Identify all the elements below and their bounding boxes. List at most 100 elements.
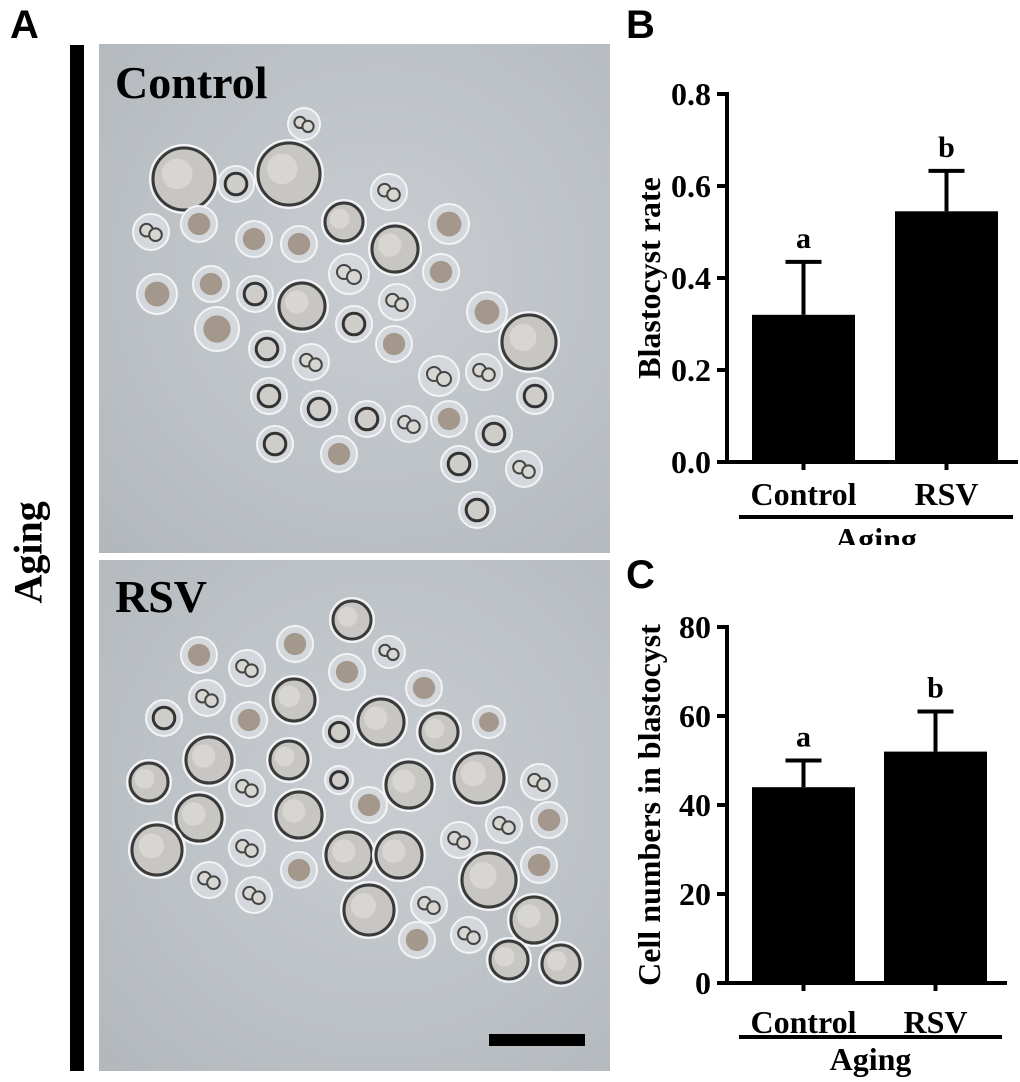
embryo xyxy=(507,893,561,947)
morula xyxy=(144,281,170,307)
embryo xyxy=(292,343,330,381)
oocyte xyxy=(151,705,177,731)
y-tick-label: 0.2 xyxy=(671,352,711,388)
embryo xyxy=(254,139,324,209)
blastocyst-cavity xyxy=(161,158,193,190)
embryo xyxy=(280,851,318,889)
embryo xyxy=(126,759,172,805)
cleavage-cell xyxy=(406,419,421,435)
embryo xyxy=(354,695,408,749)
rsv-micrograph-label: RSV xyxy=(115,571,208,622)
embryo xyxy=(350,786,388,824)
y-axis-label: Blastocyst rate xyxy=(631,177,667,379)
cleavage-cell xyxy=(536,777,551,792)
y-tick-label: 0.8 xyxy=(671,76,711,112)
morula xyxy=(335,660,359,684)
embryo xyxy=(248,330,286,368)
embryo xyxy=(410,886,448,924)
oocyte xyxy=(254,336,280,362)
embryo xyxy=(180,205,218,243)
embryo xyxy=(145,699,183,737)
oocyte xyxy=(522,383,548,409)
oocyte xyxy=(223,171,249,197)
y-tick-label: 60 xyxy=(679,698,711,734)
cleavage-cell xyxy=(426,900,441,916)
y-tick-label: 0 xyxy=(695,965,711,1001)
blastocyst-cavity xyxy=(382,839,406,863)
panel-letter-c: C xyxy=(626,553,655,597)
blastocyst-cavity xyxy=(138,833,164,859)
scale-bar xyxy=(489,1034,585,1046)
embryo xyxy=(182,733,236,787)
cleavage-cell xyxy=(244,783,259,798)
control-embryo-field xyxy=(132,107,560,529)
cell-numbers-chart: 0 20 40 60 80 Cell numbers in blastocyst a Cont… xyxy=(631,609,1007,1077)
morula xyxy=(327,442,351,466)
embryo xyxy=(235,220,273,258)
blastocyst-cavity xyxy=(424,718,445,739)
morula xyxy=(287,858,311,882)
embryo xyxy=(329,597,375,643)
embryo xyxy=(485,806,523,844)
morula xyxy=(527,853,551,877)
embryo xyxy=(440,445,478,483)
embryo xyxy=(466,291,508,333)
embryo xyxy=(458,849,520,911)
rsv-micrograph: RSV xyxy=(99,560,610,1071)
panel-letter-a: A xyxy=(10,3,39,47)
embryo xyxy=(322,715,356,749)
cleavage-cell xyxy=(436,371,452,387)
morula xyxy=(537,808,561,832)
embryo xyxy=(372,828,426,882)
embryo xyxy=(422,253,460,291)
cleavage-cell xyxy=(244,663,259,678)
cleavage-cell xyxy=(244,843,259,859)
y-tick-label: 20 xyxy=(679,876,711,912)
cleavage-cell xyxy=(481,367,496,383)
embryo xyxy=(228,769,266,807)
oocyte xyxy=(262,431,288,457)
embryo xyxy=(428,203,470,245)
embryo xyxy=(256,425,294,463)
cleavage-cell xyxy=(466,930,481,946)
bar-control xyxy=(752,787,855,983)
embryo xyxy=(405,669,443,707)
embryo xyxy=(235,876,273,914)
embryo xyxy=(486,937,532,983)
embryo xyxy=(272,788,326,842)
blastocyst-rate-chart: 0.0 0.2 0.4 0.6 0.8 Blastocyst rate a Control b R… xyxy=(631,76,1018,545)
blastocyst-cavity xyxy=(329,208,350,229)
blastocyst-cavity xyxy=(182,802,206,826)
blastocyst-cavity xyxy=(337,606,358,627)
embryo xyxy=(230,701,268,739)
y-tick-label: 0.0 xyxy=(671,444,711,480)
embryo xyxy=(378,283,416,321)
morula xyxy=(283,632,307,656)
embryo xyxy=(149,144,219,214)
oocyte xyxy=(329,770,349,790)
morula xyxy=(436,211,462,237)
cleavage-cell xyxy=(206,875,221,891)
cleavage-cell xyxy=(386,647,400,662)
embryo xyxy=(530,801,568,839)
embryo xyxy=(458,491,496,529)
embryo xyxy=(505,450,543,488)
blastocyst-cavity xyxy=(364,706,388,730)
embryo xyxy=(450,749,508,807)
cleavage-cell xyxy=(386,187,401,202)
blastocyst-cavity xyxy=(266,153,298,185)
embryo xyxy=(280,225,318,263)
embryo xyxy=(450,916,488,954)
blastocyst-cavity xyxy=(274,746,295,767)
embryo xyxy=(228,829,266,867)
embryo xyxy=(520,846,558,884)
morula xyxy=(199,272,223,296)
embryo xyxy=(430,400,468,438)
embryo xyxy=(472,705,506,739)
embryo xyxy=(269,675,319,725)
blastocyst-cavity xyxy=(192,744,216,768)
blastocyst-cavity xyxy=(285,290,309,314)
embryo xyxy=(335,305,373,343)
cleavage-cell xyxy=(346,269,362,285)
embryo xyxy=(328,253,370,295)
